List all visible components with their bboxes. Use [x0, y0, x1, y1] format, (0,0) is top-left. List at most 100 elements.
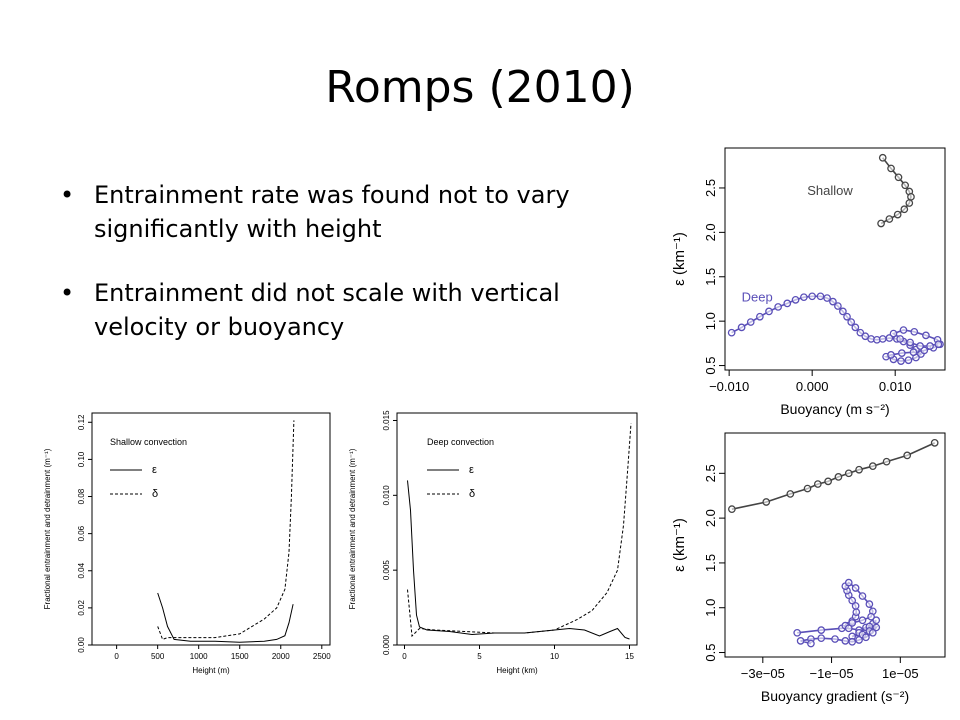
x-axis-label: Height (km) — [496, 666, 538, 675]
legend-title: Deep convection — [427, 437, 494, 447]
series-line-detrainment — [157, 420, 295, 641]
legend-label: δ — [152, 488, 158, 500]
y-tick-label: 0.10 — [77, 451, 86, 467]
x-tick-label: −1e−05 — [810, 666, 854, 681]
y-tick-label: 0.000 — [382, 634, 391, 655]
data-point-deep — [737, 323, 746, 332]
x-tick-label: 1e−05 — [882, 666, 919, 681]
data-point-deep — [823, 294, 831, 302]
data-point-deep — [800, 293, 808, 302]
series-line-shallow — [731, 442, 936, 510]
data-point-deep — [793, 628, 802, 637]
data-point-deep — [746, 318, 755, 326]
data-point-deep — [868, 628, 877, 637]
data-point-deep — [817, 634, 826, 643]
bullet-text: Entrainment rate was found not to vary s… — [94, 181, 570, 243]
data-point-deep — [847, 318, 856, 326]
series-label: Deep — [742, 290, 773, 305]
data-point-deep — [844, 578, 853, 587]
data-point-deep — [834, 302, 842, 310]
data-point-deep — [841, 637, 850, 645]
data-point-deep — [839, 307, 847, 316]
data-point-deep — [887, 351, 895, 359]
data-point-shallow — [903, 451, 912, 460]
x-tick-label: 0 — [114, 652, 119, 661]
data-point-deep — [872, 616, 881, 625]
y-tick-label: 0.015 — [382, 410, 391, 431]
data-point-deep — [756, 312, 764, 321]
data-point-deep — [855, 636, 863, 644]
series-label: Shallow — [807, 183, 853, 198]
bullet-item: Entrainment did not scale with vertical … — [58, 276, 618, 344]
y-tick-label: 1.5 — [703, 554, 718, 572]
data-point-deep — [899, 326, 908, 334]
y-tick-label: 1.0 — [703, 599, 718, 617]
data-point-deep — [934, 340, 943, 349]
data-point-deep — [848, 637, 857, 646]
x-axis-label: Height (m) — [192, 666, 230, 675]
series-line-detrainment — [407, 423, 632, 638]
data-point-deep — [897, 357, 905, 365]
data-point-deep — [851, 323, 860, 332]
data-point-deep — [862, 633, 870, 642]
data-point-shallow — [930, 439, 939, 447]
y-tick-label: 0.02 — [77, 600, 86, 616]
data-point-deep — [904, 356, 913, 365]
data-point-shallow — [868, 462, 877, 471]
data-point-deep — [906, 338, 914, 347]
x-tick-label: 10 — [550, 652, 559, 661]
legend-label: δ — [469, 488, 475, 500]
bullet-list: Entrainment rate was found not to vary s… — [58, 178, 618, 374]
data-point-shallow — [813, 480, 822, 488]
x-tick-label: 0.000 — [796, 379, 829, 394]
data-point-deep — [852, 608, 861, 617]
x-tick-label: 0.010 — [879, 379, 912, 394]
y-tick-label: 1.0 — [703, 312, 718, 330]
data-point-deep — [897, 349, 906, 357]
data-point-shallow — [887, 164, 895, 173]
data-point-deep — [922, 331, 930, 340]
data-point-deep — [896, 335, 905, 343]
data-point-deep — [916, 342, 924, 350]
series-line-entrainment — [407, 480, 630, 640]
y-tick-label: 2.5 — [703, 179, 718, 197]
data-point-deep — [774, 303, 782, 311]
data-point-deep — [791, 295, 800, 304]
y-tick-label: 0.5 — [703, 357, 718, 375]
x-tick-label: −0.010 — [709, 379, 749, 394]
data-point-deep — [831, 635, 839, 643]
data-point-shallow — [844, 469, 853, 478]
data-point-deep — [848, 596, 857, 605]
series-line-entrainment — [157, 592, 294, 643]
y-axis-label: ε (km⁻¹) — [671, 232, 688, 286]
data-point-deep — [844, 624, 853, 633]
y-tick-label: 1.5 — [703, 268, 718, 286]
data-point-shallow — [882, 457, 891, 466]
x-tick-label: 2500 — [313, 652, 331, 661]
data-point-deep — [865, 600, 874, 608]
x-tick-label: 0 — [402, 652, 407, 661]
data-point-shallow — [728, 505, 736, 514]
data-point-deep — [817, 626, 826, 634]
data-point-deep — [858, 616, 867, 625]
data-point-deep — [829, 297, 837, 306]
data-point-deep — [843, 312, 851, 321]
legend-title: Shallow convection — [110, 437, 187, 447]
data-point-deep — [909, 348, 918, 357]
slide-title: Romps (2010) — [325, 62, 635, 113]
y-tick-label: 0.06 — [77, 525, 86, 541]
data-point-deep — [765, 307, 773, 316]
y-tick-label: 0.5 — [703, 643, 718, 661]
data-point-shallow — [877, 219, 885, 228]
y-tick-label: 0.005 — [382, 560, 391, 581]
bullet-item: Entrainment rate was found not to vary s… — [58, 178, 618, 246]
y-tick-label: 2.0 — [703, 223, 718, 241]
y-tick-label: 2.0 — [703, 509, 718, 527]
data-point-deep — [872, 623, 881, 632]
x-tick-label: 5 — [477, 652, 482, 661]
data-point-deep — [878, 335, 887, 343]
data-point-deep — [858, 592, 867, 600]
bullet-text: Entrainment did not scale with vertical … — [94, 279, 560, 341]
data-point-deep — [807, 639, 815, 648]
y-tick-label: 0.010 — [382, 485, 391, 506]
